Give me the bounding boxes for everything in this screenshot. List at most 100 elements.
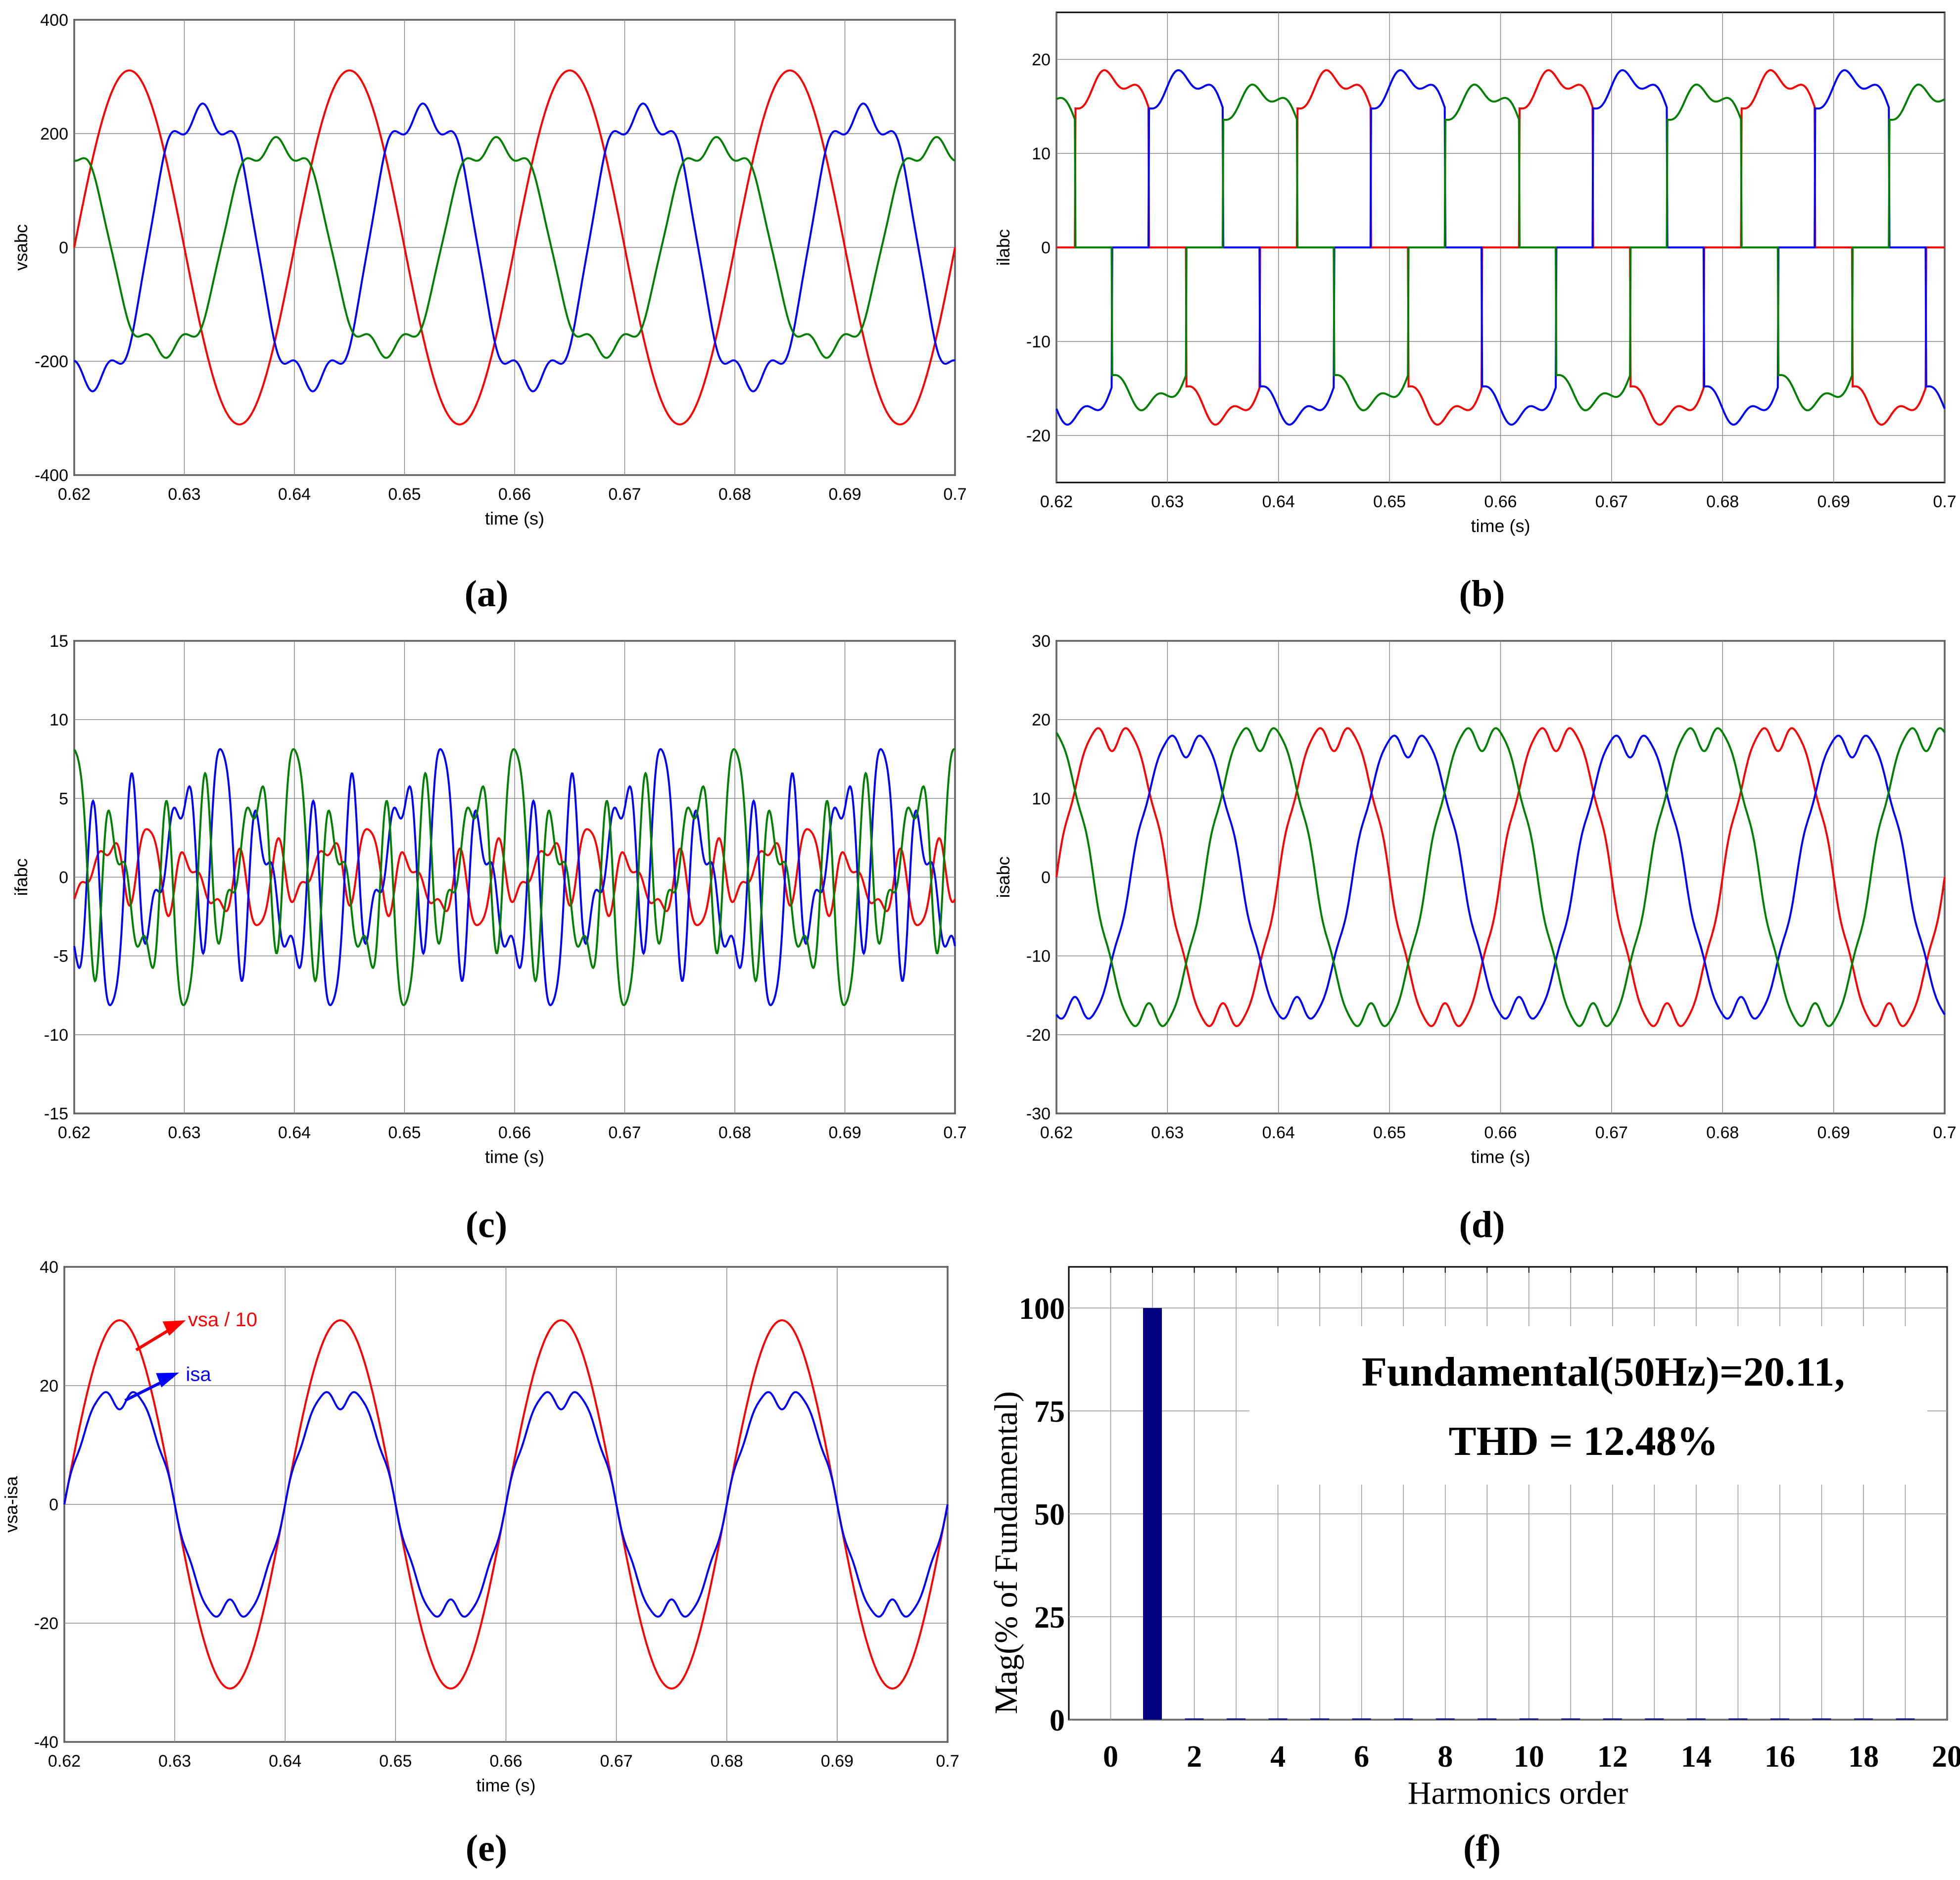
y-axis-label: Mag(% of Fundamental): [988, 1391, 1024, 1714]
harmonic-bar: [1227, 1718, 1246, 1720]
panel-b-load-current-plot: 0.62 0.63 0.64 0.65 0.66 0.67 0.68 0.69 0.7 20 10 0…: [993, 11, 1957, 536]
harmonic-bar: [1770, 1718, 1789, 1720]
x-tick-label: 0.64: [278, 1123, 311, 1142]
y-tick-label: 15: [49, 632, 68, 651]
x-tick-label: 0.67: [608, 1123, 641, 1142]
x-tick-label: 0.66: [498, 485, 531, 504]
x-tick-label: 0.64: [1262, 492, 1295, 511]
harmonic-bar: [1268, 1718, 1288, 1720]
harmonic-bar: [1394, 1718, 1413, 1720]
x-axis-label: Harmonics order: [1408, 1775, 1628, 1811]
y-tick-label: 0: [1041, 868, 1051, 887]
harmonic-bar: [1854, 1718, 1873, 1720]
panel-label-a: (a): [465, 573, 509, 615]
harmonic-bar: [1728, 1718, 1748, 1720]
series-phase-b: [1055, 734, 1946, 1020]
x-tick-label: 0.65: [379, 1752, 412, 1771]
series-phase-b: [73, 748, 956, 1007]
x-tick-label: 0.63: [1151, 1123, 1184, 1142]
series-phase-a: [73, 69, 956, 426]
x-tick-label: 0.64: [269, 1752, 301, 1771]
x-tick-label: 0.68: [718, 1123, 751, 1142]
panel-c-filter-current-plot: 0.62 0.63 0.64 0.65 0.66 0.67 0.68 0.69 0.7 15 10 5…: [11, 632, 967, 1167]
x-tick-label: 0.66: [1484, 1123, 1517, 1142]
y-axis-label: ilabc: [993, 229, 1013, 266]
y-tick-label: 75: [1034, 1395, 1065, 1429]
harmonic-bar: [1645, 1718, 1664, 1720]
y-tick-label: -20: [1026, 1026, 1051, 1045]
panel-f-harmonic-spectrum: 0 2 4 6 8 10 12 14 16 18 20 100 75 50 25 0 Harmonics ord…: [988, 1266, 1960, 1811]
thd-annotation: THD = 12.48%: [1449, 1418, 1719, 1464]
y-tick-label: 0: [1041, 239, 1051, 257]
x-tick-label: 0.68: [711, 1752, 743, 1771]
y-tick-label: -20: [34, 1614, 58, 1633]
x-axis-label: time (s): [1471, 516, 1530, 536]
x-tick-label: 0.65: [1373, 1123, 1406, 1142]
y-tick-label: 200: [40, 125, 68, 144]
x-tick-label: 18: [1848, 1740, 1879, 1774]
panel-e-vsa-isa-plot: 0.62 0.63 0.64 0.65 0.66 0.67 0.68 0.69 0.7 40 20 0…: [1, 1258, 959, 1795]
harmonic-bar: [1812, 1718, 1831, 1720]
series-phase-c: [73, 748, 956, 1007]
x-tick-label: 0.7: [1933, 492, 1956, 511]
y-tick-label: -30: [1026, 1105, 1051, 1123]
y-tick-label: 100: [1019, 1292, 1065, 1326]
x-tick-label: 0.63: [168, 1123, 200, 1142]
series-phase-c: [1055, 727, 1946, 1027]
x-tick-label: 0.66: [1484, 492, 1517, 511]
y-tick-label: 10: [1032, 145, 1051, 163]
fundamental-annotation: Fundamental(50Hz)=20.11,: [1362, 1349, 1845, 1395]
y-tick-label: 25: [1034, 1601, 1065, 1635]
x-tick-label: 0.68: [1706, 1123, 1739, 1142]
y-tick-label: -5: [53, 947, 68, 966]
x-tick-label: 0.7: [1933, 1123, 1956, 1142]
harmonic-bar: [1185, 1718, 1204, 1720]
harmonic-bar: [1310, 1718, 1330, 1720]
series-phase-a: [1056, 69, 1945, 426]
harmonic-bar: [1352, 1718, 1371, 1720]
annotation-background: [1249, 1326, 1927, 1485]
y-tick-label: 5: [59, 789, 68, 808]
x-axis-label: time (s): [477, 1775, 536, 1795]
y-tick-label: 10: [1032, 789, 1051, 808]
x-tick-label: 0.69: [821, 1752, 854, 1771]
x-tick-label: 0.67: [600, 1752, 633, 1771]
y-tick-label: 20: [1032, 50, 1051, 69]
y-tick-label: -10: [44, 1026, 68, 1045]
y-tick-label: -10: [1026, 333, 1051, 351]
y-tick-label: 20: [1032, 711, 1051, 729]
x-tick-label: 0.68: [718, 485, 751, 504]
x-axis-label: time (s): [1471, 1147, 1530, 1167]
x-tick-label: 14: [1681, 1740, 1712, 1774]
harmonic-bar: [1561, 1718, 1580, 1720]
y-tick-label: -15: [44, 1105, 68, 1123]
x-tick-label: 0.69: [828, 485, 861, 504]
y-axis-label: vsa-isa: [1, 1476, 21, 1533]
panel-label-e: (e): [466, 1828, 507, 1869]
panel-a-voltage-plot: 0.62 0.63 0.64 0.65 0.66 0.67 0.68 0.69 0.7 400 20…: [11, 11, 967, 529]
x-tick-label: 0.7: [943, 1123, 966, 1142]
harmonic-bar: [1686, 1718, 1706, 1720]
series-phase-c: [74, 136, 956, 359]
x-tick-label: 0.69: [828, 1123, 861, 1142]
series-isa: [63, 1391, 949, 1618]
series-phase-b: [1055, 69, 1946, 426]
x-tick-label: 0.67: [1595, 1123, 1628, 1142]
y-axis-label: isabc: [993, 856, 1013, 898]
x-tick-label: 0.62: [58, 485, 91, 504]
y-tick-label: 400: [40, 11, 68, 30]
harmonic-bar: [1435, 1718, 1455, 1720]
series-phase-c: [1056, 83, 1945, 412]
y-tick-label: 0: [49, 1495, 58, 1514]
panel-label-b: (b): [1459, 573, 1505, 615]
x-axis-label: time (s): [485, 508, 544, 529]
x-tick-label: 0.63: [158, 1752, 191, 1771]
y-tick-label: 50: [1034, 1498, 1065, 1532]
x-tick-label: 0.66: [498, 1123, 531, 1142]
x-tick-label: 0.64: [1262, 1123, 1295, 1142]
isa-legend-label: isa: [186, 1363, 211, 1385]
y-tick-label: -40: [34, 1733, 58, 1752]
y-tick-label: 0: [59, 868, 68, 887]
vsa-legend-label: vsa / 10: [188, 1309, 257, 1331]
x-tick-label: 16: [1765, 1740, 1795, 1774]
